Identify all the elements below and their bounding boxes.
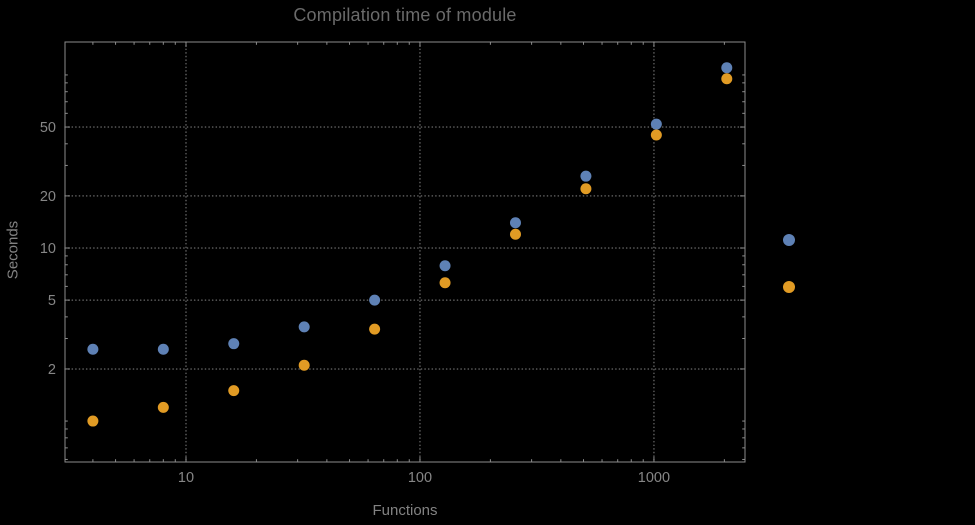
data-point-series-1 bbox=[157, 343, 169, 355]
x-tick-label: 100 bbox=[408, 470, 432, 486]
data-point-series-1 bbox=[509, 217, 521, 229]
x-tick-label: 1000 bbox=[638, 470, 670, 486]
data-point-series-2 bbox=[439, 277, 451, 289]
y-tick-label: 50 bbox=[40, 120, 56, 136]
data-point-series-2 bbox=[721, 73, 733, 85]
data-point-series-2 bbox=[369, 323, 381, 335]
data-point-series-1 bbox=[650, 118, 662, 130]
data-point-series-1 bbox=[439, 260, 451, 272]
data-point-series-2 bbox=[580, 183, 592, 195]
y-tick-label: 10 bbox=[40, 241, 56, 257]
y-tick-label: 20 bbox=[40, 189, 56, 205]
x-axis-label: Functions bbox=[372, 502, 438, 519]
data-point-series-2 bbox=[298, 359, 310, 371]
series-2-marker-icon bbox=[783, 281, 795, 293]
chart-title: Compilation time of module bbox=[293, 5, 517, 25]
y-axis-label: Seconds bbox=[4, 220, 22, 280]
legend-item-series-1 bbox=[783, 234, 803, 246]
data-point-series-2 bbox=[509, 228, 521, 240]
data-point-series-1 bbox=[369, 294, 381, 306]
y-tick-label: 2 bbox=[48, 362, 56, 378]
data-point-series-1 bbox=[580, 170, 592, 182]
data-point-series-1 bbox=[298, 321, 310, 333]
data-point-series-2 bbox=[650, 129, 662, 141]
legend-item-series-2 bbox=[783, 281, 803, 293]
data-point-series-2 bbox=[87, 415, 99, 427]
series-1-marker-icon bbox=[783, 234, 795, 246]
data-point-series-2 bbox=[157, 401, 169, 413]
y-tick-label: 5 bbox=[48, 293, 56, 309]
x-tick-label: 10 bbox=[178, 470, 194, 486]
data-point-series-1 bbox=[228, 338, 240, 350]
legend bbox=[783, 234, 803, 293]
data-point-series-1 bbox=[87, 343, 99, 355]
data-point-series-2 bbox=[228, 385, 240, 397]
plot-frame bbox=[64, 41, 746, 463]
data-point-series-1 bbox=[721, 62, 733, 74]
